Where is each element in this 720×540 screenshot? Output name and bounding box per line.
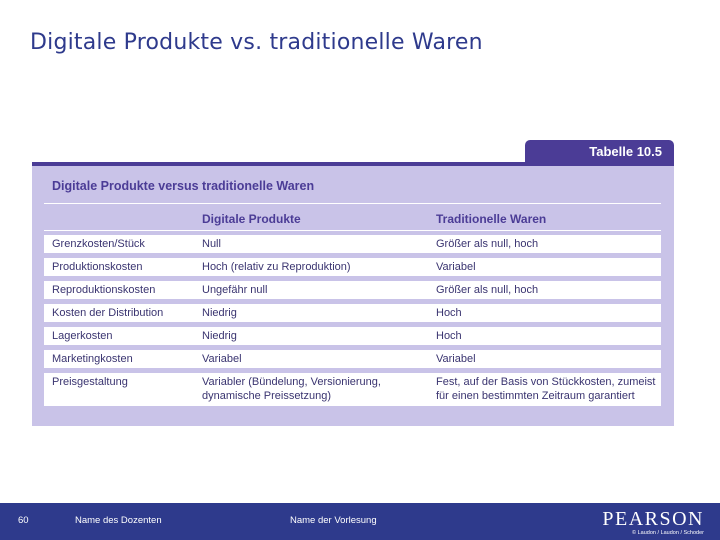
copyright-text: © Laudon / Laudon / Schoder	[632, 530, 704, 536]
lecture-name: Name der Vorlesung	[290, 515, 377, 526]
row-label: Preisgestaltung	[52, 376, 128, 388]
row-label: Produktionskosten	[52, 261, 143, 273]
row-label: Reproduktionskosten	[52, 284, 156, 296]
traditional-value: Hoch	[436, 307, 462, 319]
traditional-value: Größer als null, hoch	[436, 284, 539, 296]
header-divider	[44, 230, 661, 231]
table-row: Preisgestaltung Variabler (Bündelung, Ve…	[44, 373, 661, 406]
row-label: Marketingkosten	[52, 353, 133, 365]
row-label: Lagerkosten	[52, 330, 113, 342]
traditional-value: Variabel	[436, 353, 476, 365]
column-header-traditional: Traditionelle Waren	[436, 212, 547, 226]
table-row: Grenzkosten/Stück Null Größer als null, …	[44, 235, 661, 253]
table-row: Produktionskosten Hoch (relativ zu Repro…	[44, 258, 661, 276]
page-number: 60	[18, 515, 29, 526]
digital-value: Variabler (Bündelung, Versionierung, dyn…	[202, 376, 381, 402]
table-divider	[44, 203, 661, 204]
table-row: Lagerkosten Niedrig Hoch	[44, 327, 661, 345]
table-header-strip	[32, 162, 674, 166]
table-tab: Tabelle 10.5	[525, 140, 674, 164]
traditional-value: Größer als null, hoch	[436, 238, 539, 250]
table-row: Reproduktionskosten Ungefähr null Größer…	[44, 281, 661, 299]
slide-title: Digitale Produkte vs. traditionelle Ware…	[30, 30, 483, 55]
table-row: Kosten der Distribution Niedrig Hoch	[44, 304, 661, 322]
column-header-digital: Digitale Produkte	[202, 212, 301, 226]
digital-value: Hoch (relativ zu Reproduktion)	[202, 261, 351, 273]
digital-value: Niedrig	[202, 307, 237, 319]
row-label: Kosten der Distribution	[52, 307, 164, 319]
digital-value: Ungefähr null	[202, 284, 268, 296]
lecturer-name: Name des Dozenten	[75, 515, 162, 526]
table-row: Marketingkosten Variabel Variabel	[44, 350, 661, 368]
row-label: Grenzkosten/Stück	[52, 238, 145, 250]
traditional-value: Hoch	[436, 330, 462, 342]
footer-bar: 60 Name des Dozenten Name der Vorlesung …	[0, 503, 720, 540]
pearson-logo: PEARSON	[602, 508, 704, 530]
traditional-value: Fest, auf der Basis von Stückkosten, zum…	[436, 376, 656, 402]
digital-value: Niedrig	[202, 330, 237, 342]
digital-value: Variabel	[202, 353, 242, 365]
table-number-label: Tabelle 10.5	[589, 144, 662, 159]
table-title: Digitale Produkte versus traditionelle W…	[52, 179, 315, 193]
traditional-value: Variabel	[436, 261, 476, 273]
digital-value: Null	[202, 238, 221, 250]
table-panel: Digitale Produkte versus traditionelle W…	[32, 166, 674, 426]
